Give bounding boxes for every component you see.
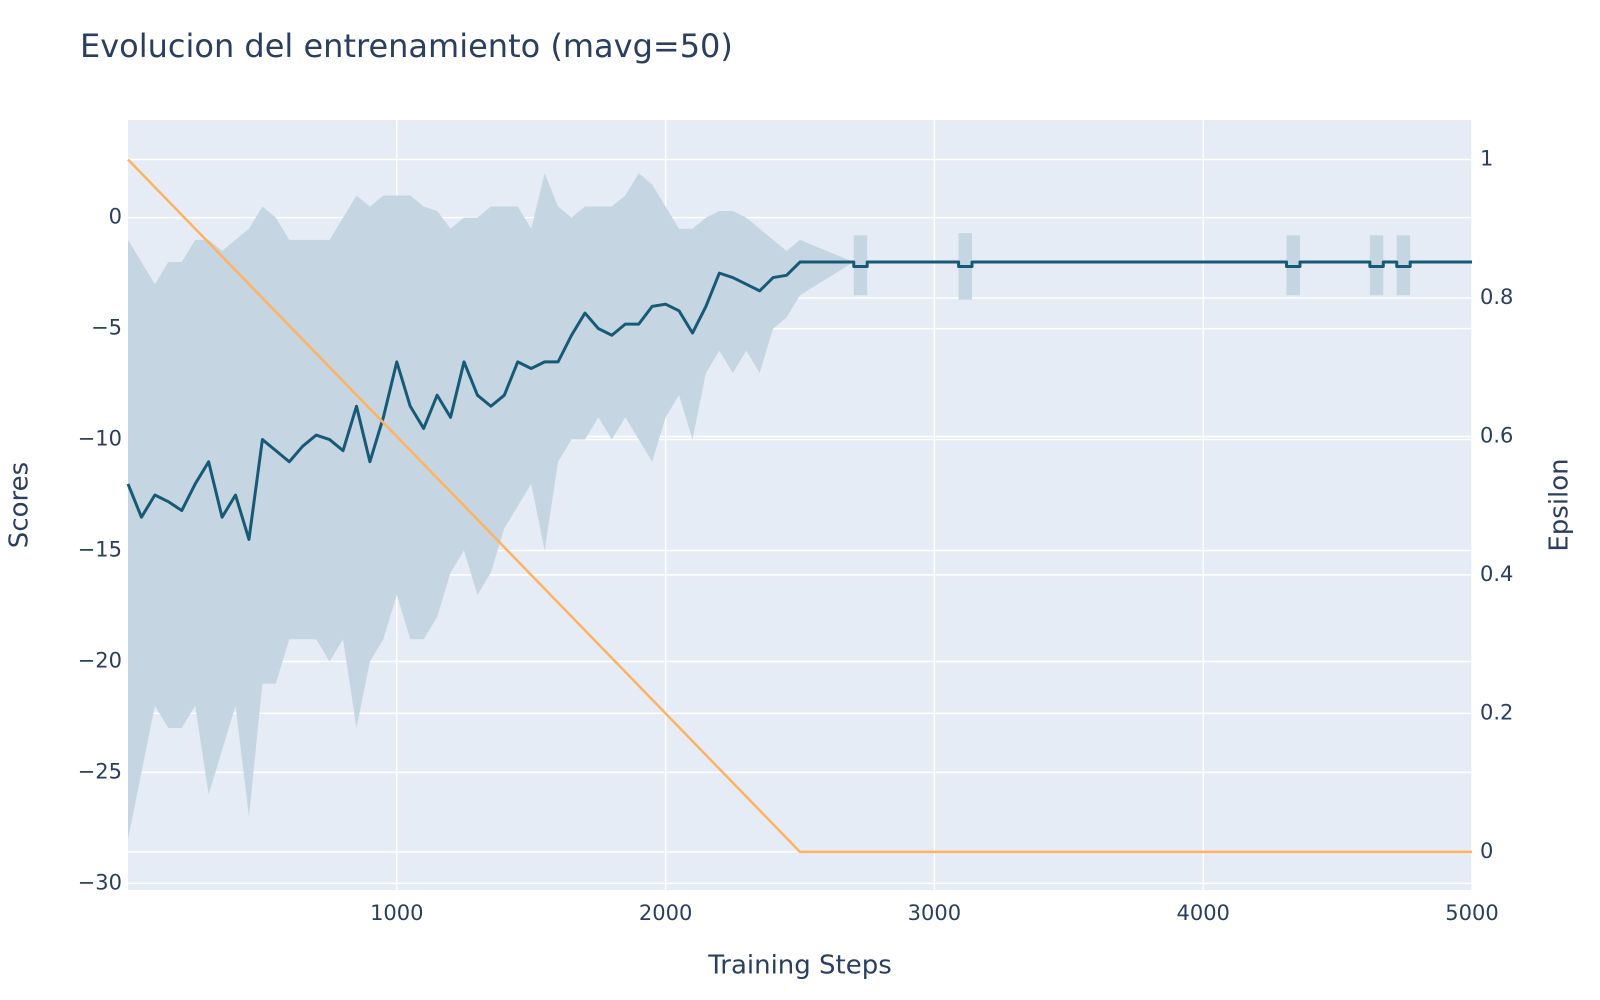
x-axis-label: Training Steps xyxy=(707,951,892,981)
score-line xyxy=(126,260,1472,541)
x-tick-label: 3000 xyxy=(908,901,961,925)
y-tick-label: −15 xyxy=(78,537,122,561)
y2-tick-label: 0.6 xyxy=(1480,423,1513,447)
x-tick-label: 2000 xyxy=(639,901,692,925)
x-tick-label: 4000 xyxy=(1176,901,1229,925)
x-tick-label: 5000 xyxy=(1445,901,1498,925)
y2-tick-label: 1 xyxy=(1480,146,1493,170)
y-tick-label: −5 xyxy=(91,316,122,340)
y-tick-label: −10 xyxy=(78,427,122,451)
y-axis-label: Scores xyxy=(5,462,35,548)
y2-tick-label: 0.2 xyxy=(1480,700,1513,724)
chart-title: Evolucion del entrenamiento (mavg=50) xyxy=(80,27,733,65)
score-band xyxy=(128,173,1472,839)
y-tick-label: −30 xyxy=(78,870,122,894)
y-tick-label: 0 xyxy=(109,205,122,229)
y2-tick-label: 0.8 xyxy=(1480,285,1513,309)
y-tick-label: −25 xyxy=(78,759,122,783)
y-tick-label: −20 xyxy=(78,648,122,672)
epsilon-line xyxy=(127,158,1472,854)
x-tick-label: 1000 xyxy=(370,901,423,925)
y2-tick-label: 0 xyxy=(1480,839,1493,863)
y2-axis-label: Epsilon xyxy=(1545,458,1575,551)
y2-tick-label: 0.4 xyxy=(1480,562,1513,586)
